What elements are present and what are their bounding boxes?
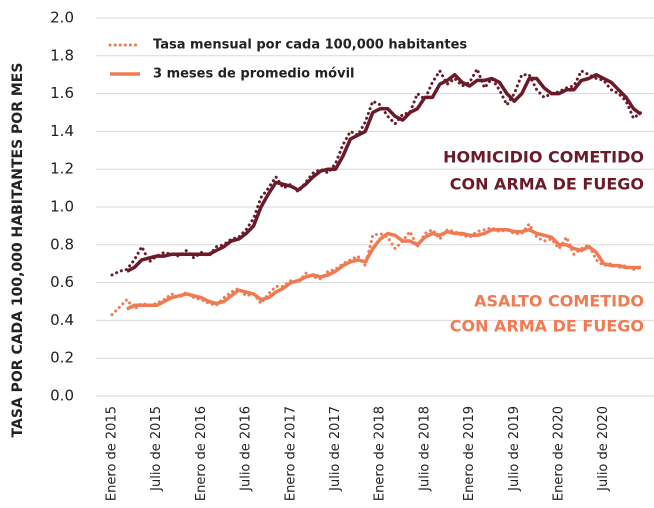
y-tick-label: 1.4 (50, 122, 74, 140)
series-line (126, 227, 641, 311)
y-tick-label: 0.8 (50, 235, 74, 253)
x-tick-label: Julio de 2019 (507, 406, 522, 492)
y-axis-title: TASA POR CADA 100,000 HABITANTES POR MES (10, 63, 26, 438)
legend-label: 3 meses de promedio móvil (153, 67, 355, 82)
annotation: ASALTO COMETIDO (474, 292, 644, 311)
y-tick-label: 0.0 (50, 387, 74, 405)
x-tick-label: Julio de 2017 (328, 406, 343, 492)
y-tick-label: 1.0 (50, 198, 74, 216)
x-tick-label: Enero de 2018 (373, 406, 388, 501)
legend-label: Tasa mensual por cada 100,000 habitantes (153, 38, 467, 53)
x-tick-label: Enero de 2020 (552, 406, 567, 501)
annotation: HOMICIDIO COMETIDO (443, 148, 644, 167)
y-tick-label: 2.0 (50, 9, 74, 27)
x-tick-label: Enero de 2016 (194, 406, 209, 501)
series-line (126, 72, 643, 273)
x-tick-label: Julio de 2020 (596, 406, 611, 492)
annotation: CON ARMA DE FUEGO (450, 317, 644, 336)
y-tick-label: 1.2 (50, 160, 74, 178)
x-tick-label: Enero de 2017 (283, 406, 298, 501)
y-tick-label: 1.6 (50, 84, 74, 102)
x-tick-label: Julio de 2018 (417, 406, 432, 492)
x-tick-label: Julio de 2015 (149, 406, 164, 492)
y-tick-label: 0.6 (50, 273, 74, 291)
y-tick-label: 0.4 (50, 311, 74, 329)
y-tick-label: 1.8 (50, 46, 74, 64)
x-tick-label: Julio de 2016 (239, 406, 254, 492)
x-tick-label: Enero de 2019 (462, 406, 477, 501)
annotation: CON ARMA DE FUEGO (450, 175, 644, 194)
x-tick-label: Enero de 2015 (105, 406, 120, 501)
y-tick-label: 0.2 (50, 349, 74, 367)
